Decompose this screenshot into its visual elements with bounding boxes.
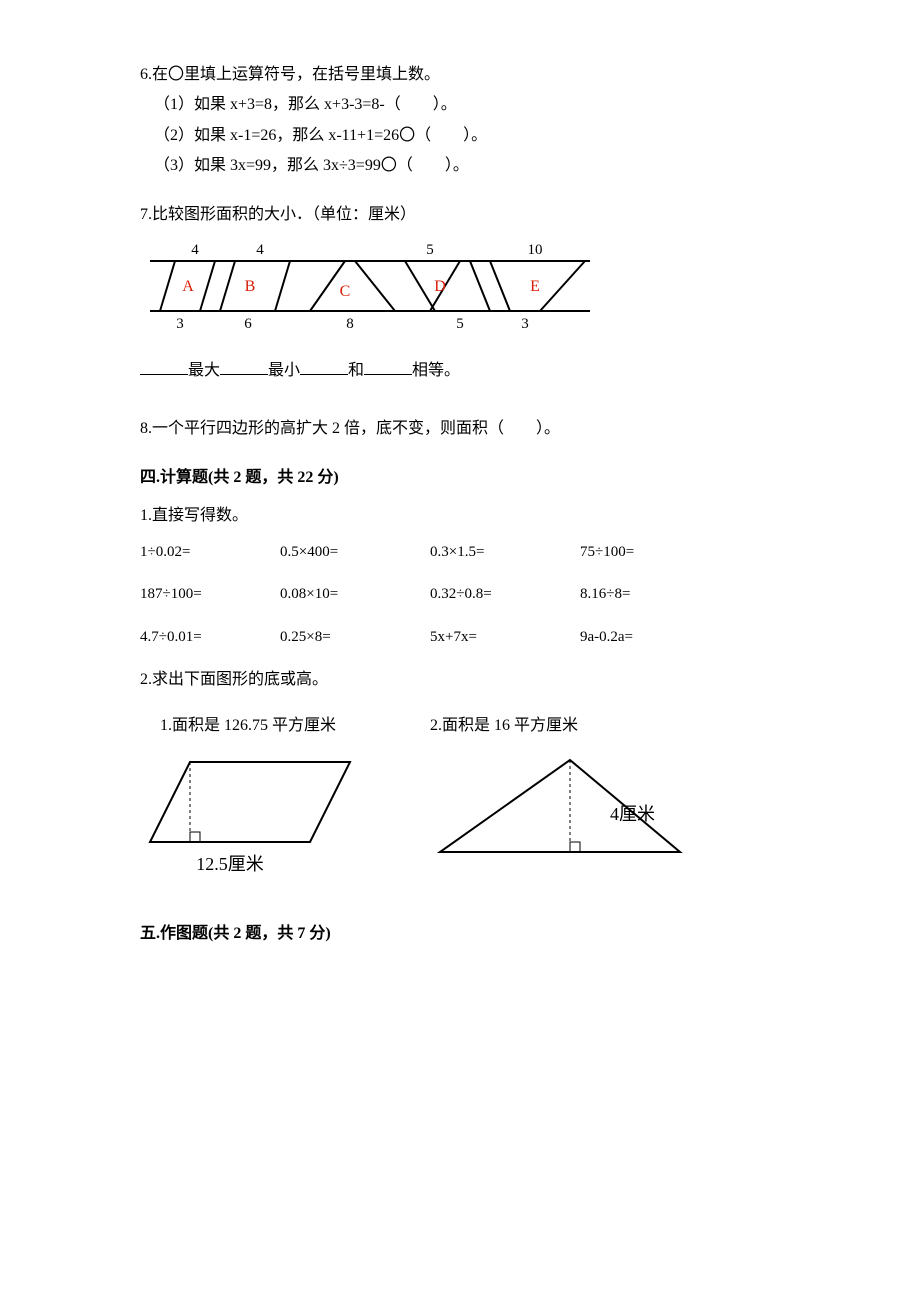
q7-stem: 7.比较图形面积的大小．（单位：厘米） — [140, 200, 780, 230]
q7-figure: A 4 3 B 4 6 C 8 D 5 5 E 10 3 — [140, 236, 600, 336]
label-E: E — [530, 278, 540, 295]
q6-item-2: （2）如果 x-1=26，那么 x-11+1=26〇（ ）。 — [140, 121, 780, 151]
s4-q2-stem: 2.求出下面图形的底或高。 — [140, 665, 780, 695]
q7-answer-line: 最大最小和相等。 — [140, 356, 780, 386]
label-C: C — [340, 283, 351, 300]
calc-cell: 0.08×10= — [280, 580, 430, 609]
calc-cell: 0.5×400= — [280, 538, 430, 567]
parallelogram-figure: 12.5厘米 — [140, 742, 370, 882]
calc-cell: 75÷100= — [580, 538, 720, 567]
bottom-D: 5 — [456, 316, 464, 332]
bottom-C: 8 — [346, 316, 354, 332]
bottom-A: 3 — [176, 316, 184, 332]
calc-cell: 0.25×8= — [280, 623, 430, 652]
section4-header: 四.计算题(共 2 题，共 22 分) — [140, 463, 780, 493]
label-B: B — [245, 278, 256, 295]
q8-stem: 8.一个平行四边形的高扩大 2 倍，底不变，则面积（ ）。 — [140, 414, 780, 444]
q6-item-1: （1）如果 x+3=8，那么 x+3-3=8-（ ）。 — [140, 90, 780, 120]
label-A: A — [182, 278, 194, 295]
s4-q1-stem: 1.直接写得数。 — [140, 501, 780, 531]
calc-cell: 9a-0.2a= — [580, 623, 720, 652]
triangle-figure: 4厘米 — [430, 742, 690, 882]
calc-cell: 4.7÷0.01= — [140, 623, 280, 652]
calc-cell: 187÷100= — [140, 580, 280, 609]
calc-cell: 1÷0.02= — [140, 538, 280, 567]
bottom-E: 3 — [521, 316, 529, 332]
q6-item-3: （3）如果 3x=99，那么 3x÷3=99〇（ ）。 — [140, 151, 780, 181]
top-D: 5 — [426, 242, 434, 258]
q6-stem: 6.在〇里填上运算符号，在括号里填上数。 — [140, 60, 780, 90]
section5-header: 五.作图题(共 2 题，共 7 分) — [140, 919, 780, 949]
top-B: 4 — [256, 242, 264, 258]
fig1-base: 12.5厘米 — [196, 854, 264, 874]
calc-cell: 5x+7x= — [430, 623, 580, 652]
calc-cell: 0.32÷0.8= — [430, 580, 580, 609]
top-E: 10 — [528, 242, 543, 258]
fig1-caption: 1.面积是 126.75 平方厘米 — [140, 711, 370, 741]
bottom-B: 6 — [244, 316, 252, 332]
fig2-caption: 2.面积是 16 平方厘米 — [430, 711, 690, 741]
top-A: 4 — [191, 242, 199, 258]
fig2-height: 4厘米 — [610, 804, 655, 824]
calc-cell: 0.3×1.5= — [430, 538, 580, 567]
calc-cell: 8.16÷8= — [580, 580, 720, 609]
label-D: D — [434, 278, 446, 295]
calc-grid: 1÷0.02= 0.5×400= 0.3×1.5= 75÷100= 187÷10… — [140, 538, 780, 652]
